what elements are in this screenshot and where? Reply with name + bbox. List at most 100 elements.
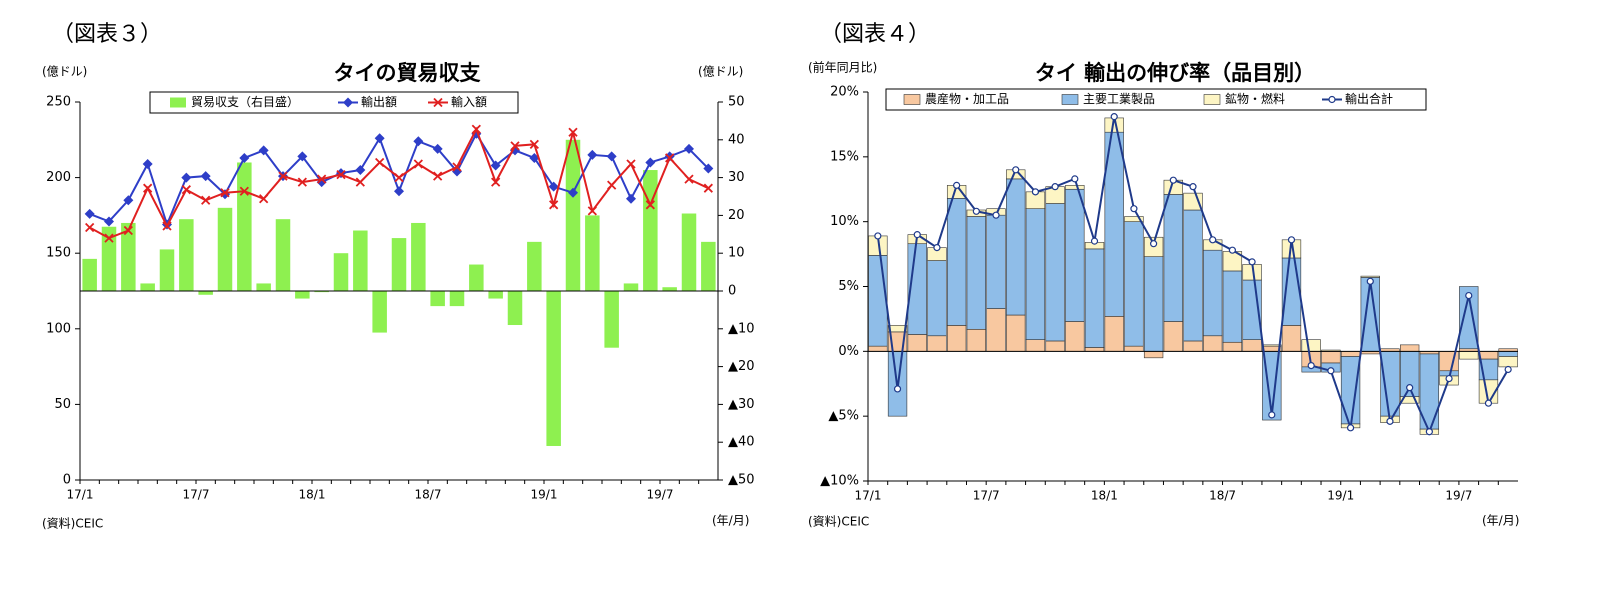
point: [104, 233, 114, 243]
bar-segment: [1380, 351, 1400, 417]
bar-segment: [1400, 344, 1420, 352]
point: [239, 152, 250, 163]
point: [510, 141, 520, 151]
x-tick-label: 19/1: [1327, 489, 1354, 503]
point: [1169, 176, 1177, 184]
y-tick-label: 15%: [830, 149, 859, 164]
legend-marker: [343, 97, 353, 108]
bar-segment: [1124, 221, 1144, 347]
bar: [391, 238, 407, 291]
chart-title: タイの貿易収支: [334, 61, 482, 85]
point: [953, 181, 961, 189]
point: [84, 208, 95, 219]
line: [89, 131, 710, 228]
point: [529, 139, 539, 149]
bar: [314, 291, 329, 293]
point: [1248, 258, 1256, 266]
y-tick-label: 5%: [838, 279, 859, 294]
bar: [101, 226, 117, 291]
bar-segment: [966, 328, 986, 352]
y-tick-label: 0: [63, 473, 71, 488]
y-tick-label: 150: [46, 246, 71, 261]
legend-label: 輸入額: [451, 94, 487, 109]
legend-label: 貿易収支（右目盛）: [191, 94, 299, 109]
bar: [179, 219, 194, 291]
point: [258, 145, 269, 156]
point: [239, 186, 249, 196]
figure-label: （図表４）: [820, 22, 930, 47]
y2-tick-label: ▲30: [728, 397, 755, 412]
point: [1445, 374, 1453, 383]
point: [1268, 411, 1276, 419]
point: [1110, 113, 1118, 121]
bar-segment: [1203, 249, 1223, 337]
point: [375, 157, 385, 168]
point: [220, 188, 230, 198]
figure-label: （図表３）: [52, 22, 162, 47]
point: [587, 206, 597, 216]
point: [684, 174, 694, 184]
y-tick-label: 20%: [830, 85, 859, 100]
point: [374, 133, 385, 144]
point: [433, 171, 443, 181]
bar-segment: [1104, 316, 1124, 352]
bar: [159, 249, 175, 291]
y2-tick-label: 30: [728, 170, 745, 185]
point: [143, 183, 153, 193]
point: [181, 185, 191, 195]
bar-segment: [1478, 351, 1499, 360]
point: [606, 151, 617, 162]
point: [1484, 399, 1493, 407]
bar-segment: [1065, 321, 1085, 352]
bar: [333, 253, 349, 291]
point: [1071, 175, 1079, 183]
point: [142, 158, 153, 169]
bar-segment: [1321, 351, 1341, 364]
y2-tick-label: 40: [728, 132, 745, 147]
y2-tick-label: 0: [728, 284, 736, 299]
point: [684, 143, 694, 154]
bar-segment: [1143, 256, 1164, 352]
bar: [643, 170, 658, 291]
y-tick-label: 200: [46, 170, 71, 185]
point: [394, 186, 404, 197]
point: [490, 160, 501, 171]
point: [432, 143, 443, 154]
bar-segment: [1222, 341, 1243, 352]
point: [123, 225, 133, 236]
point: [200, 171, 211, 182]
point: [181, 172, 192, 183]
bar-segment: [1124, 345, 1144, 352]
bar-segment: [868, 255, 888, 347]
bar: [449, 291, 465, 307]
y-tick-label: ▲10%: [820, 474, 859, 489]
bar-segment: [966, 216, 986, 330]
legend-marker: [1328, 95, 1336, 104]
bar: [372, 291, 387, 333]
bar-segment: [1183, 340, 1203, 352]
point: [607, 180, 617, 190]
legend-swatch: [903, 94, 921, 105]
point: [1130, 205, 1138, 213]
bar: [237, 162, 252, 291]
legend-marker: [433, 97, 443, 108]
point: [665, 153, 675, 163]
y-tick-label: 0%: [838, 344, 859, 359]
point: [703, 163, 714, 174]
legend-swatch: [1061, 94, 1079, 105]
bar-segment: [1459, 286, 1479, 350]
y2-tick-label: ▲40: [728, 435, 755, 450]
bar: [662, 287, 677, 291]
legend-label: 輸出額: [361, 94, 397, 109]
x-tick-label: 17/7: [183, 488, 210, 502]
point: [933, 244, 941, 252]
bar: [527, 241, 542, 291]
point: [972, 207, 980, 215]
point: [1031, 188, 1040, 196]
x-axis-label: (年/月): [1482, 514, 1519, 528]
y-axis-label: (億ドル): [42, 65, 87, 79]
point: [85, 222, 95, 233]
y2-tick-label: 20: [728, 208, 745, 223]
bar-segment: [946, 325, 967, 352]
